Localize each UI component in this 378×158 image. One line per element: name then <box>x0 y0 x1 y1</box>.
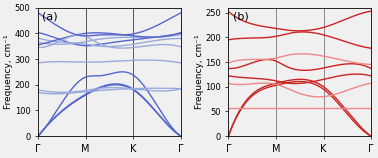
Y-axis label: Frequency, cm⁻¹: Frequency, cm⁻¹ <box>4 35 13 109</box>
Text: (a): (a) <box>42 12 58 21</box>
Y-axis label: Frequency, cm⁻¹: Frequency, cm⁻¹ <box>195 35 204 109</box>
Text: (b): (b) <box>233 12 248 21</box>
